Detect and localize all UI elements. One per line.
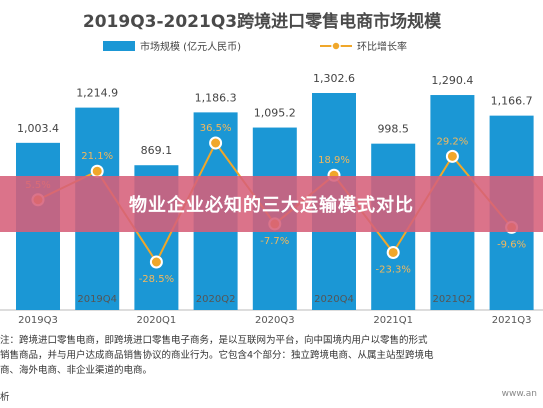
growth-rate-point — [445, 149, 459, 163]
x-tick-label: 2020Q2 — [196, 294, 236, 305]
x-tick-label: 2020Q1 — [137, 315, 177, 326]
x-tick-label: 2021Q2 — [433, 294, 473, 305]
bar-value-label: 1,290.4 — [431, 74, 473, 87]
footnote-line-3: 商、海外电商、非企业渠道的电商。 — [0, 365, 153, 376]
bar-value-label: 998.5 — [377, 123, 409, 136]
growth-rate-label: -23.3% — [376, 264, 411, 275]
growth-rate-label: 21.1% — [81, 151, 113, 162]
legend-bar-swatch — [103, 41, 135, 51]
growth-rate-label: -28.5% — [139, 274, 174, 285]
legend-line-marker — [331, 41, 341, 51]
growth-rate-label: 36.5% — [200, 123, 232, 134]
source-note: 析 — [0, 392, 10, 403]
bar-value-label: 1,095.2 — [254, 107, 296, 120]
growth-rate-label: -7.7% — [260, 236, 289, 247]
bar-value-label: 1,302.6 — [313, 72, 355, 85]
footnote-line-1: 注：跨境进口零售电商，即跨境进口零售电子商务，是以互联网为平台，向中国境内用户以… — [0, 335, 428, 346]
footnote-line-2: 销售商品，并与用户达成商品销售协议的商业行为。它包含4个部分：独立跨境电商、从属… — [0, 350, 434, 361]
growth-rate-label: 18.9% — [318, 155, 350, 166]
x-tick-label: 2019Q4 — [77, 294, 117, 305]
overlay-banner-text: 物业企业必知的三大运输模式对比 — [129, 195, 414, 216]
bar-value-label: 1,214.9 — [76, 87, 118, 100]
x-tick-label: 2021Q3 — [492, 315, 532, 326]
bar-value-label: 1,003.4 — [17, 122, 59, 135]
x-tick-label: 2021Q1 — [373, 315, 413, 326]
bar-value-label: 1,186.3 — [195, 91, 237, 104]
x-tick-label: 2020Q3 — [255, 315, 295, 326]
chart-title: 2019Q3-2021Q3跨境进口零售电商市场规模 — [83, 11, 442, 32]
growth-rate-label: 29.2% — [437, 136, 469, 147]
growth-rate-label: -9.6% — [497, 239, 526, 250]
growth-rate-point — [209, 136, 223, 150]
growth-rate-point — [149, 255, 163, 269]
chart-legend: 市场规模 (亿元人民币) 环比增长率 — [103, 40, 407, 53]
market-scale-chart: 2019Q3-2021Q3跨境进口零售电商市场规模 市场规模 (亿元人民币) 环… — [0, 11, 543, 326]
bar-value-label: 869.1 — [141, 144, 173, 157]
legend-bar-label: 市场规模 (亿元人民币) — [140, 40, 241, 53]
x-tick-label: 2019Q3 — [18, 315, 58, 326]
overlay-banner: 物业企业必知的三大运输模式对比 — [0, 176, 543, 232]
legend-line-label: 环比增长率 — [357, 40, 407, 53]
growth-rate-point — [386, 245, 400, 259]
site-watermark: www.an — [501, 389, 537, 399]
bar-value-label: 1,166.7 — [491, 95, 533, 108]
x-tick-label: 2020Q4 — [314, 294, 354, 305]
